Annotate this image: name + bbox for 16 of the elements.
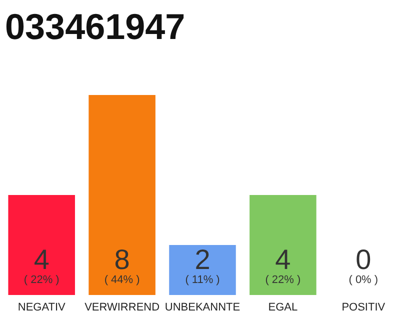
x-tick-label: NEGATIV (18, 302, 66, 314)
annotation: ( 22% ) (265, 274, 301, 286)
data-label: 4 (34, 244, 50, 275)
data-label: 2 (194, 244, 210, 275)
annotation: ( 44% ) (104, 274, 140, 286)
data-label: 8 (114, 244, 130, 275)
annotation: ( 22% ) (24, 274, 60, 286)
chart-title: 033461947 (5, 6, 186, 47)
x-tick-label: POSITIV (342, 302, 386, 314)
data-label: 0 (356, 244, 372, 275)
annotation: ( 0% ) (348, 274, 378, 286)
x-tick-label: UNBEKANNTE (164, 302, 240, 314)
x-tick-label: EGAL (268, 302, 298, 314)
x-tick-label: VERWIRREND (84, 302, 160, 314)
data-label: 4 (275, 244, 291, 275)
annotation: ( 11% ) (185, 274, 220, 286)
